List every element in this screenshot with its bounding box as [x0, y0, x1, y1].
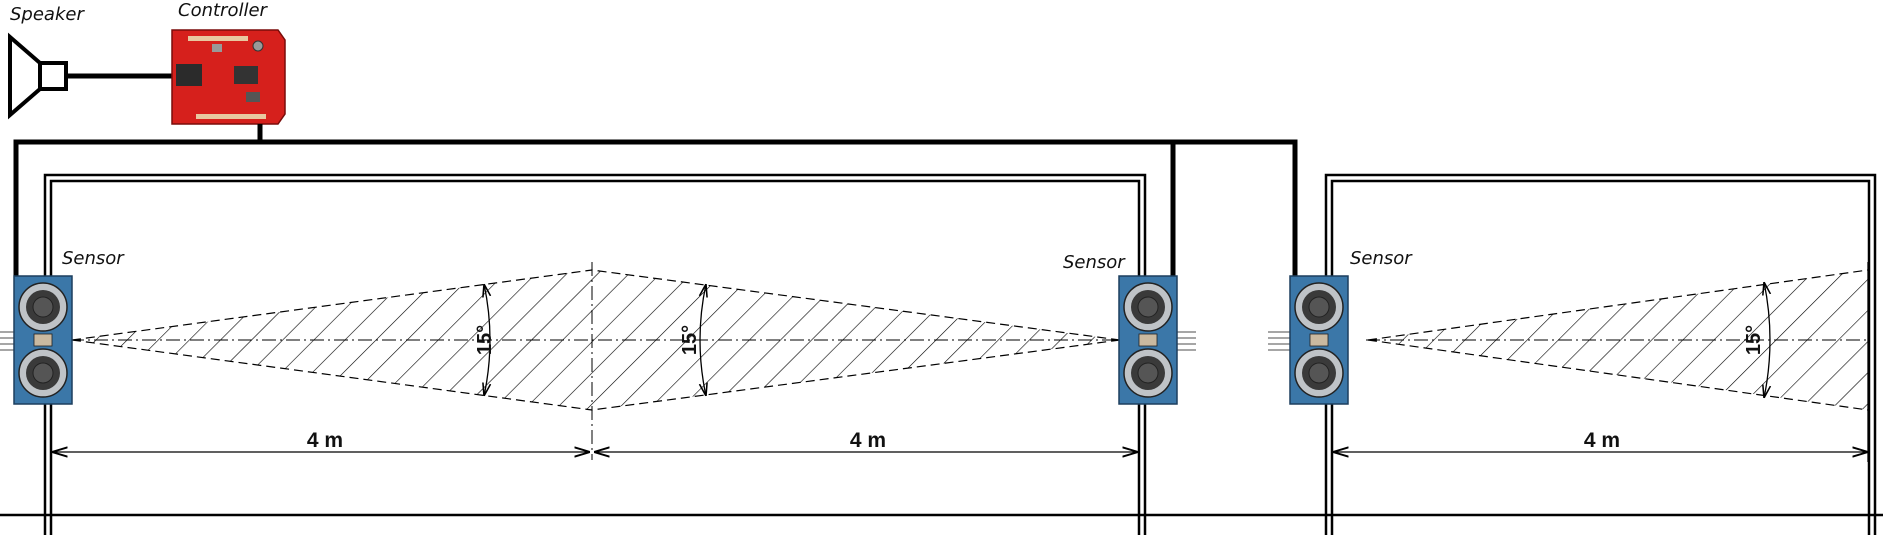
controller-label: Controller	[178, 0, 269, 21]
right-angle-arc	[1764, 282, 1770, 398]
bus-wire-left	[13, 124, 263, 278]
left-angle-arc	[484, 284, 490, 396]
sensor-middle-label: Sensor	[1063, 252, 1126, 273]
sensor-right-label: Sensor	[1350, 248, 1413, 269]
controller-board-icon	[171, 29, 286, 125]
middle-angle-arc	[700, 284, 706, 396]
speaker-icon	[8, 32, 68, 120]
sensor-right-icon	[1268, 275, 1349, 405]
left-angle-label: 15°	[474, 325, 496, 355]
left-beam-cone	[71, 269, 593, 411]
speaker-label: Speaker	[10, 4, 85, 25]
middle-angle-label: 15°	[679, 325, 701, 355]
sensor-left-label: Sensor	[62, 248, 125, 269]
right-dimension-label: 4 m	[1584, 429, 1620, 452]
sensor-middle-icon	[1118, 275, 1196, 405]
middle-dimension-label: 4 m	[850, 429, 886, 452]
sensor-left-icon	[0, 275, 73, 405]
left-dimension-label: 4 m	[307, 429, 343, 452]
right-angle-label: 15°	[1743, 325, 1765, 355]
bus-wire-right	[260, 139, 1298, 278]
